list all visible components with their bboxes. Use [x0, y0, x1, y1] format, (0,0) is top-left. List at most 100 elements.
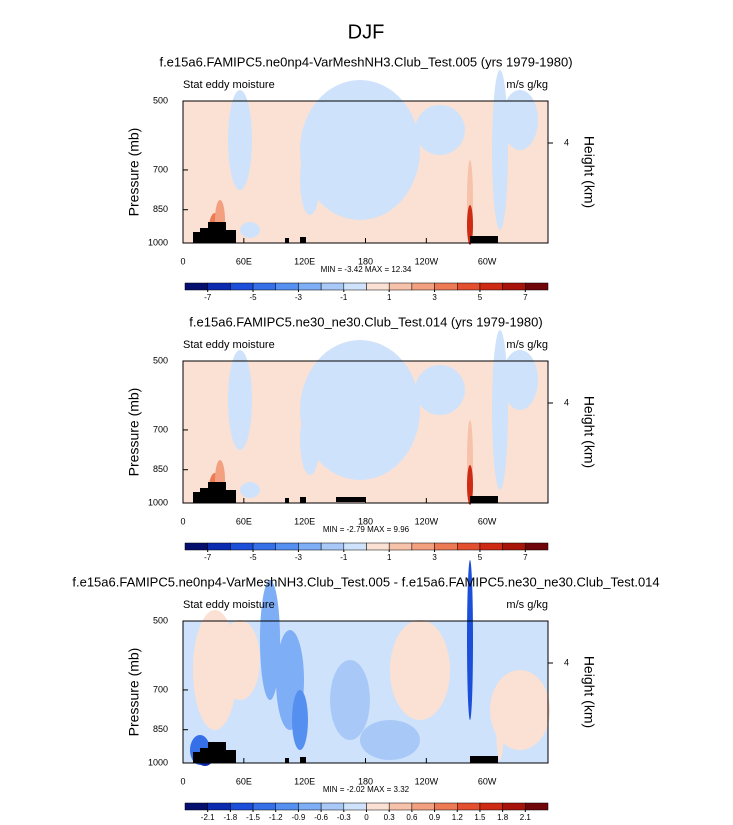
colorbar-box: [457, 282, 481, 291]
colorbar-tick-label: 5: [478, 553, 483, 562]
colorbar-box: [320, 282, 345, 291]
terrain: [470, 756, 498, 763]
colorbar-tick-label: 3: [432, 293, 437, 302]
colorbar-box: [207, 282, 231, 291]
colorbar-box: [252, 282, 276, 291]
y-tick-label: 700: [153, 684, 168, 694]
terrain: [208, 742, 226, 763]
terrain: [200, 228, 208, 243]
terrain: [200, 748, 208, 763]
colorbar-box: [479, 802, 503, 811]
field-blob: [260, 580, 280, 700]
x-tick-label: 60E: [236, 776, 252, 786]
right-label: m/s g/kg: [506, 599, 548, 611]
stats: MIN = -2.79 MAX = 9.96: [323, 525, 410, 534]
y-tick-label: 850: [153, 204, 168, 214]
colorbar-box: [184, 282, 208, 291]
colorbar-box: [230, 542, 254, 551]
panel-title: f.e15a6.FAMIPC5.ne30_ne30.Club_Test.014 …: [189, 314, 542, 329]
terrain: [300, 497, 306, 503]
colorbar-box: [252, 802, 276, 811]
y-tick-label: 1000: [148, 497, 168, 507]
x-tick-label: 180: [358, 256, 373, 266]
colorbar-tick-label: -7: [204, 293, 212, 302]
field-blob: [502, 350, 538, 410]
colorbar-box: [298, 802, 322, 811]
colorbar-tick-label: 0.9: [429, 813, 441, 822]
colorbar-tick-label: -5: [250, 553, 258, 562]
colorbar-box: [479, 542, 503, 551]
colorbar-box: [184, 802, 208, 811]
y2-tick-label: 4: [564, 657, 569, 667]
x-tick-label: 120W: [415, 256, 439, 266]
colorbar-box: [457, 542, 481, 551]
terrain: [285, 758, 289, 763]
colorbar-box: [525, 542, 549, 551]
colorbar-tick-label: 0: [364, 813, 369, 822]
colorbar-tick-label: -0.3: [337, 813, 351, 822]
field-blob: [300, 405, 320, 475]
x-tick-label: 120E: [294, 516, 315, 526]
colorbar-box: [434, 542, 458, 551]
left-label: Stat eddy moisture: [183, 79, 275, 91]
terrain: [285, 238, 289, 243]
x-tick-label: 120W: [415, 776, 439, 786]
colorbar-tick-label: -3: [295, 293, 303, 302]
colorbar-box: [343, 542, 367, 551]
terrain: [470, 236, 498, 243]
colorbar-box: [298, 542, 322, 551]
colorbar-tick-label: -0.6: [314, 813, 328, 822]
y-axis-label: Pressure (mb): [126, 128, 142, 217]
y-tick-label: 850: [153, 464, 168, 474]
colorbar-box: [275, 802, 299, 811]
x-tick-label: 0: [180, 256, 185, 266]
terrain: [208, 482, 226, 503]
colorbar-box: [230, 282, 254, 291]
colorbar-tick-label: -7: [204, 553, 212, 562]
terrain: [336, 497, 366, 502]
field-blob: [492, 330, 508, 490]
colorbar-box: [366, 802, 390, 811]
panel-title: f.e15a6.FAMIPC5.ne0np4-VarMeshNH3.Club_T…: [72, 574, 659, 589]
colorbar-box: [411, 802, 435, 811]
x-tick-label: 60E: [236, 516, 252, 526]
field-blob: [240, 482, 260, 498]
colorbar-tick-label: -0.9: [292, 813, 306, 822]
field-blob: [240, 222, 260, 238]
terrain: [226, 750, 236, 763]
field-blob: [228, 90, 252, 190]
colorbar-box: [502, 282, 526, 291]
field-blob: [292, 690, 308, 750]
right-label: m/s g/kg: [506, 79, 548, 91]
colorbar-box: [298, 282, 322, 291]
y2-tick-label: 4: [564, 397, 569, 407]
field-blob: [492, 70, 508, 230]
colorbar-box: [434, 282, 458, 291]
x-tick-label: 60W: [478, 776, 497, 786]
colorbar-tick-label: -1.2: [269, 813, 283, 822]
y2-axis-label: Height (km): [581, 396, 597, 468]
terrain: [200, 488, 208, 503]
stats: MIN = -3.42 MAX = 12.34: [321, 265, 412, 274]
y-tick-label: 700: [153, 424, 168, 434]
colorbar-tick-label: 1.2: [452, 813, 464, 822]
y-tick-label: 700: [153, 164, 168, 174]
colorbar-box: [411, 542, 435, 551]
field-blob: [502, 90, 538, 150]
colorbar-box: [343, 282, 367, 291]
terrain: [300, 757, 306, 763]
colorbar-box: [411, 282, 435, 291]
colorbar-box: [252, 542, 276, 551]
field-blob: [300, 145, 320, 215]
y2-axis-label: Height (km): [581, 656, 597, 728]
colorbar-box: [434, 802, 458, 811]
terrain: [193, 752, 203, 763]
colorbar-box: [457, 802, 481, 811]
colorbar-tick-label: 5: [478, 293, 483, 302]
colorbar-tick-label: 0.3: [384, 813, 396, 822]
colorbar-tick-label: 7: [523, 553, 528, 562]
terrain: [300, 237, 306, 243]
figure-title: DJF: [348, 21, 385, 43]
y2-axis-label: Height (km): [581, 136, 597, 208]
